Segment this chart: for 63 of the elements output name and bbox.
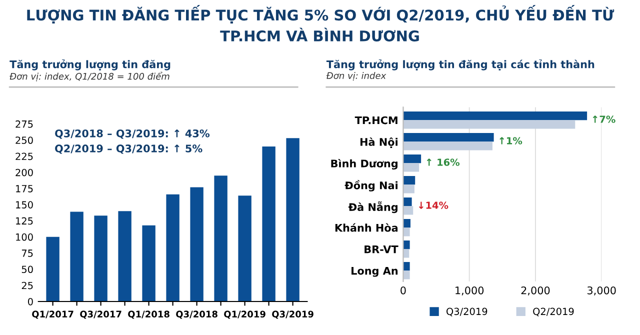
chart-title: Tăng trưởng lượng tin đăng [10, 59, 170, 70]
bar [403, 163, 420, 172]
x-tick-label: Q3/2018 [176, 310, 218, 319]
x-tick-label: Q1/2019 [224, 310, 266, 319]
chart-title: Tăng trưởng lượng tin đăng tại các tỉnh thành [326, 59, 594, 70]
annotation: ↓14% [418, 202, 448, 209]
x-tick-label: 0 [400, 286, 406, 294]
bar [214, 176, 228, 302]
bar [70, 212, 84, 302]
annotation: Q2/2019 – Q3/2019: ↑ 5% [55, 144, 202, 154]
x-tick-label: 3,000 [587, 286, 616, 296]
bar [403, 176, 416, 185]
y-tick-label: 175 [16, 185, 33, 192]
bar [403, 120, 576, 129]
bar [94, 216, 108, 302]
y-tick-label: Hà Nội [360, 137, 398, 148]
y-tick-label: 0 [28, 298, 33, 306]
bar [238, 196, 252, 302]
annotation: ↑ 16% [426, 158, 460, 166]
y-tick-label: 25 [22, 282, 33, 290]
x-tick-label: Q3/2017 [80, 310, 122, 319]
y-tick-label: 125 [16, 217, 33, 225]
y-tick-label: 275 [16, 120, 33, 128]
y-tick-label: 75 [22, 250, 33, 257]
y-tick-label: Khánh Hòa [335, 223, 398, 232]
chart-subtitle: Đơn vị: index [326, 72, 386, 81]
bar [166, 194, 180, 302]
x-tick-label: Q1/2018 [128, 310, 170, 319]
y-tick-label: BR-VT [364, 246, 398, 254]
bar [403, 133, 494, 142]
y-tick-label: TP.HCM [354, 116, 398, 124]
bar [403, 198, 412, 206]
bar [403, 142, 492, 150]
bar [142, 225, 156, 302]
x-tick-label: 2,000 [521, 286, 550, 296]
annotation: ↑7% [592, 116, 616, 123]
y-tick-label: Đà Nẵng [348, 201, 398, 214]
y-tick-label: 100 [16, 233, 33, 241]
x-tick-label: 1,000 [456, 286, 484, 296]
chart-subtitle: Đơn vị: index, Q1/2018 = 100 điểm [10, 72, 170, 82]
bar [403, 184, 414, 194]
x-tick-label: Q3/2019 [272, 310, 314, 319]
bar [286, 138, 300, 302]
bar [262, 146, 276, 302]
x-tick-label: Q1/2017 [32, 310, 74, 319]
legend-label: Q2/2019 [533, 308, 574, 316]
text: LƯỢNG TIN ĐĂNG TIẾP TỤC TĂNG 5% SO VỚI Q2/2019, CHỦ YẾU ĐẾN TỪ TP.HCM VÀ BÌNH DƯƠNG [27, 5, 614, 42]
y-tick-label: Đồng Nai [344, 180, 398, 192]
bar [403, 206, 414, 215]
bar [190, 187, 204, 302]
annotation: Q3/2018 – Q3/2019: ↑ 43% [55, 129, 210, 139]
bar [403, 112, 588, 120]
bar [46, 236, 60, 302]
y-tick-label: Long An [352, 266, 398, 277]
y-tick-label: 50 [22, 266, 33, 274]
y-tick-label: 225 [16, 152, 33, 160]
y-tick-label: 250 [16, 136, 33, 144]
bar [118, 211, 132, 302]
y-tick-label: Bình Dương [331, 158, 398, 170]
annotation: ↑1% [500, 137, 522, 144]
y-tick-label: 200 [16, 168, 33, 176]
y-tick-label: 150 [16, 201, 33, 208]
bar [403, 154, 422, 164]
